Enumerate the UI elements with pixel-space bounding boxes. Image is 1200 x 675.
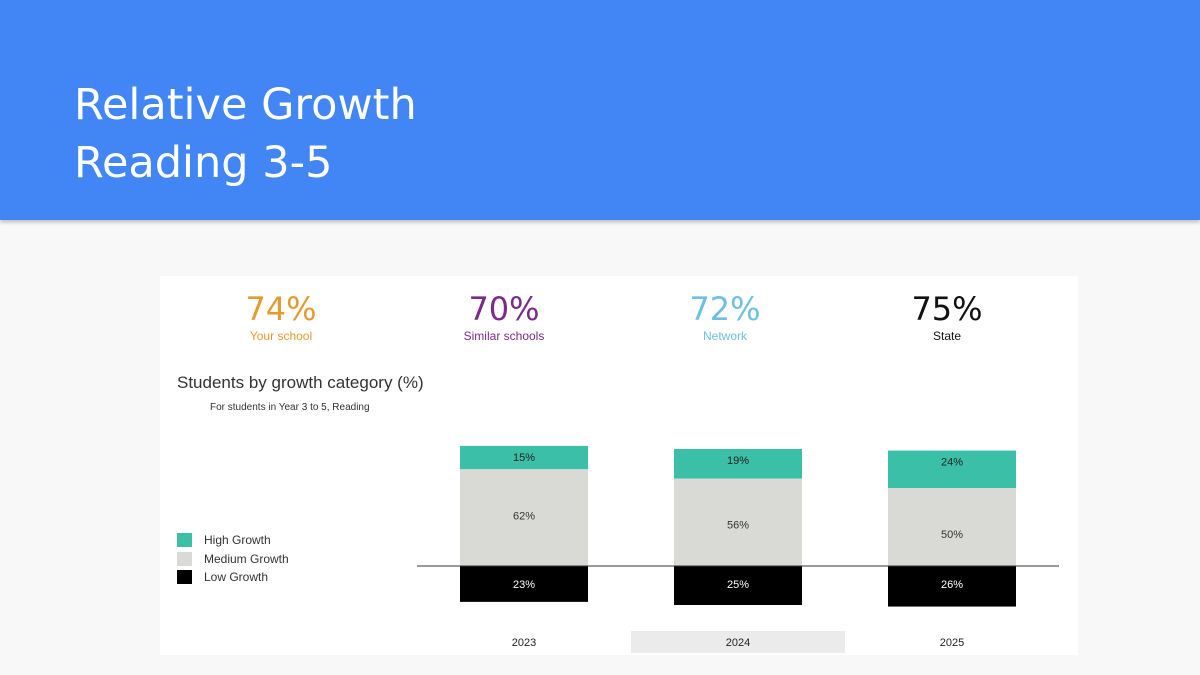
chart-legend: High Growth Medium Growth Low Growth — [177, 531, 289, 587]
bar-high-growth-2023 — [460, 445, 588, 470]
bar-low-growth-2025 — [888, 566, 1016, 607]
label-low-growth-2023: 23% — [513, 579, 535, 591]
stat-your-school-value: 74% — [245, 290, 317, 328]
chart-title: Students by growth category (%) — [177, 373, 424, 392]
label-high-growth-2024: 19% — [727, 455, 749, 467]
x-tick-label-2024: 2024 — [726, 637, 750, 649]
bar-medium-growth-2023 — [460, 469, 588, 566]
x-tick-label-2025: 2025 — [940, 637, 964, 649]
label-low-growth-2025: 26% — [941, 579, 963, 591]
stat-state: 75% State — [847, 290, 1047, 344]
legend-swatch-low-growth — [177, 570, 192, 585]
slide-title-line2: Reading 3-5 — [74, 138, 333, 188]
label-medium-growth-2025: 50% — [941, 529, 963, 541]
stat-state-label: State — [932, 329, 962, 343]
stat-network-value: 72% — [689, 290, 761, 328]
bar-low-growth-2023 — [460, 566, 588, 602]
legend-label-high-growth: High Growth — [204, 533, 271, 548]
label-high-growth-2025: 24% — [941, 457, 963, 469]
stat-similar-schools: 70% Similar schools — [404, 290, 604, 344]
category-highlight-band — [631, 631, 845, 653]
stat-network-label: Network — [702, 329, 747, 343]
legend-item-medium-growth: Medium Growth — [177, 550, 289, 569]
bar-medium-growth-2024 — [674, 478, 802, 566]
bar-high-growth-2025 — [888, 450, 1016, 488]
legend-swatch-high-growth — [177, 533, 192, 548]
stat-your-school: 74% Your school — [181, 290, 381, 344]
slide-header: Relative Growth Reading 3-5 — [0, 0, 1200, 220]
legend-item-low-growth: Low Growth — [177, 568, 289, 587]
label-medium-growth-2024: 56% — [727, 520, 749, 532]
stat-state-value: 75% — [911, 290, 983, 328]
bar-low-growth-2024 — [674, 566, 802, 605]
label-high-growth-2023: 15% — [513, 452, 535, 464]
legend-label-low-growth: Low Growth — [204, 570, 269, 585]
legend-swatch-medium-growth — [177, 551, 192, 566]
growth-report-panel: 74% Your school 70% Similar schools 72% … — [160, 276, 1078, 655]
stat-similar-schools-value: 70% — [468, 290, 540, 328]
label-low-growth-2024: 25% — [727, 579, 749, 591]
slide-title-line1: Relative Growth — [74, 80, 417, 130]
bar-medium-growth-2025 — [888, 488, 1016, 566]
legend-item-high-growth: High Growth — [177, 531, 289, 550]
stacked-bar-chart: 15% 62% 23% 2023 19% 56% 25% 2024 24% 50% 26% 2025 — [417, 445, 1059, 653]
legend-label-medium-growth: Medium Growth — [204, 551, 289, 566]
chart-subtitle: For students in Year 3 to 5, Reading — [210, 402, 370, 413]
bar-high-growth-2024 — [674, 449, 802, 479]
x-tick-label-2023: 2023 — [512, 637, 536, 649]
stat-similar-schools-label: Similar schools — [463, 329, 545, 343]
stat-your-school-label: Your school — [249, 329, 313, 343]
stat-network: 72% Network — [625, 290, 825, 344]
label-medium-growth-2023: 62% — [513, 510, 535, 522]
slide-title: Relative Growth Reading 3-5 — [74, 76, 417, 192]
